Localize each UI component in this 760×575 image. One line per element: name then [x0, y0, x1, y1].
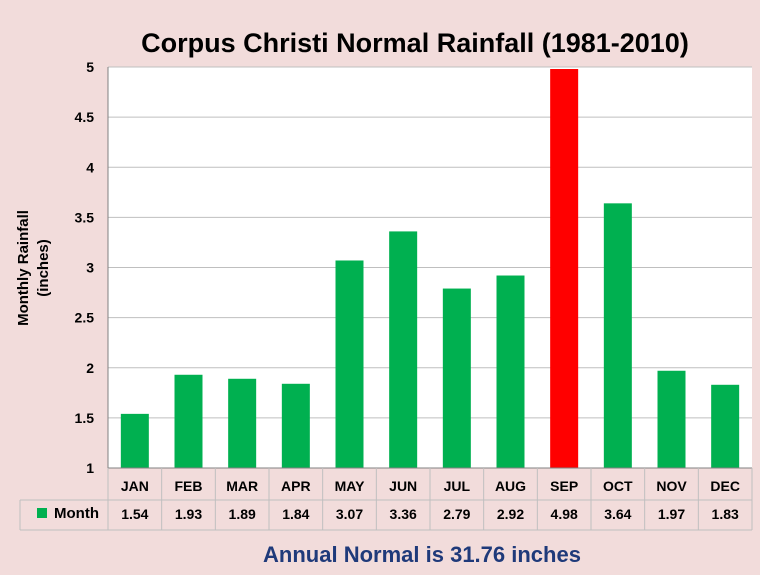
chart-title: Corpus Christi Normal Rainfall (1981-201…	[141, 28, 689, 58]
x-tick-label: APR	[281, 478, 311, 494]
x-tick-label: AUG	[495, 478, 526, 494]
y-tick-label: 3.5	[75, 209, 95, 225]
y-tick-label: 4.5	[75, 109, 95, 125]
data-table-value: 2.79	[443, 506, 470, 522]
data-table-value: 1.83	[712, 506, 739, 522]
y-tick-label: 4	[86, 159, 94, 175]
data-table-value: 3.64	[604, 506, 631, 522]
data-table-value: 1.97	[658, 506, 685, 522]
annual-normal-text: Annual Normal is 31.76 inches	[263, 542, 581, 567]
gridlines	[108, 66, 752, 419]
axes: 1 1.5 2 2.5 3 3.5 4 4.5 5 JAN FEB MAR APR MAY JUN JUL AU…	[75, 59, 752, 494]
data-table-value: 4.98	[551, 506, 578, 522]
bar-apr	[281, 383, 310, 468]
y-tick-label: 3	[86, 260, 94, 276]
x-tick-label: MAY	[335, 478, 365, 494]
bar-nov	[657, 370, 686, 468]
data-table-value: 1.84	[282, 506, 309, 522]
bar-mar	[228, 378, 257, 468]
legend-swatch	[37, 508, 47, 518]
bar-oct	[603, 203, 632, 468]
y-axis-label-line2: (inches)	[35, 239, 52, 297]
bar-jun	[389, 231, 418, 468]
bar-feb	[174, 374, 203, 468]
x-tick-label: SEP	[550, 478, 578, 494]
data-table-value: 3.07	[336, 506, 363, 522]
data-table-value: 1.93	[175, 506, 202, 522]
data-table: 1.54 1.93 1.89 1.84 3.07 3.36 2.79 2.92 4.98 3.64…	[19, 468, 753, 531]
bar-jul	[442, 288, 471, 468]
x-tick-label: OCT	[603, 478, 633, 494]
bar-jan	[120, 413, 149, 468]
y-tick-label: 1	[86, 460, 94, 476]
x-tick-label: NOV	[656, 478, 687, 494]
legend-label: Month	[54, 505, 99, 522]
x-tick-label: JUL	[444, 478, 471, 494]
y-axis-label-line1: Monthly Rainfall	[15, 210, 32, 326]
bar-aug	[496, 275, 525, 468]
y-tick-label: 1.5	[75, 410, 95, 426]
bar-may	[335, 260, 364, 468]
data-table-value: 1.54	[121, 506, 148, 522]
x-tick-label: DEC	[710, 478, 740, 494]
x-tick-label: FEB	[175, 478, 203, 494]
y-tick-label: 2.5	[75, 310, 95, 326]
x-tick-label: MAR	[226, 478, 258, 494]
y-tick-label: 2	[86, 360, 94, 376]
x-tick-label: JUN	[389, 478, 417, 494]
data-table-value: 1.89	[229, 506, 256, 522]
x-tick-label: JAN	[121, 478, 149, 494]
bars	[120, 69, 740, 468]
bar-dec	[711, 384, 740, 468]
data-table-value: 2.92	[497, 506, 524, 522]
y-tick-label: 5	[86, 59, 94, 75]
bar-sep	[550, 69, 579, 468]
data-table-value: 3.36	[390, 506, 417, 522]
